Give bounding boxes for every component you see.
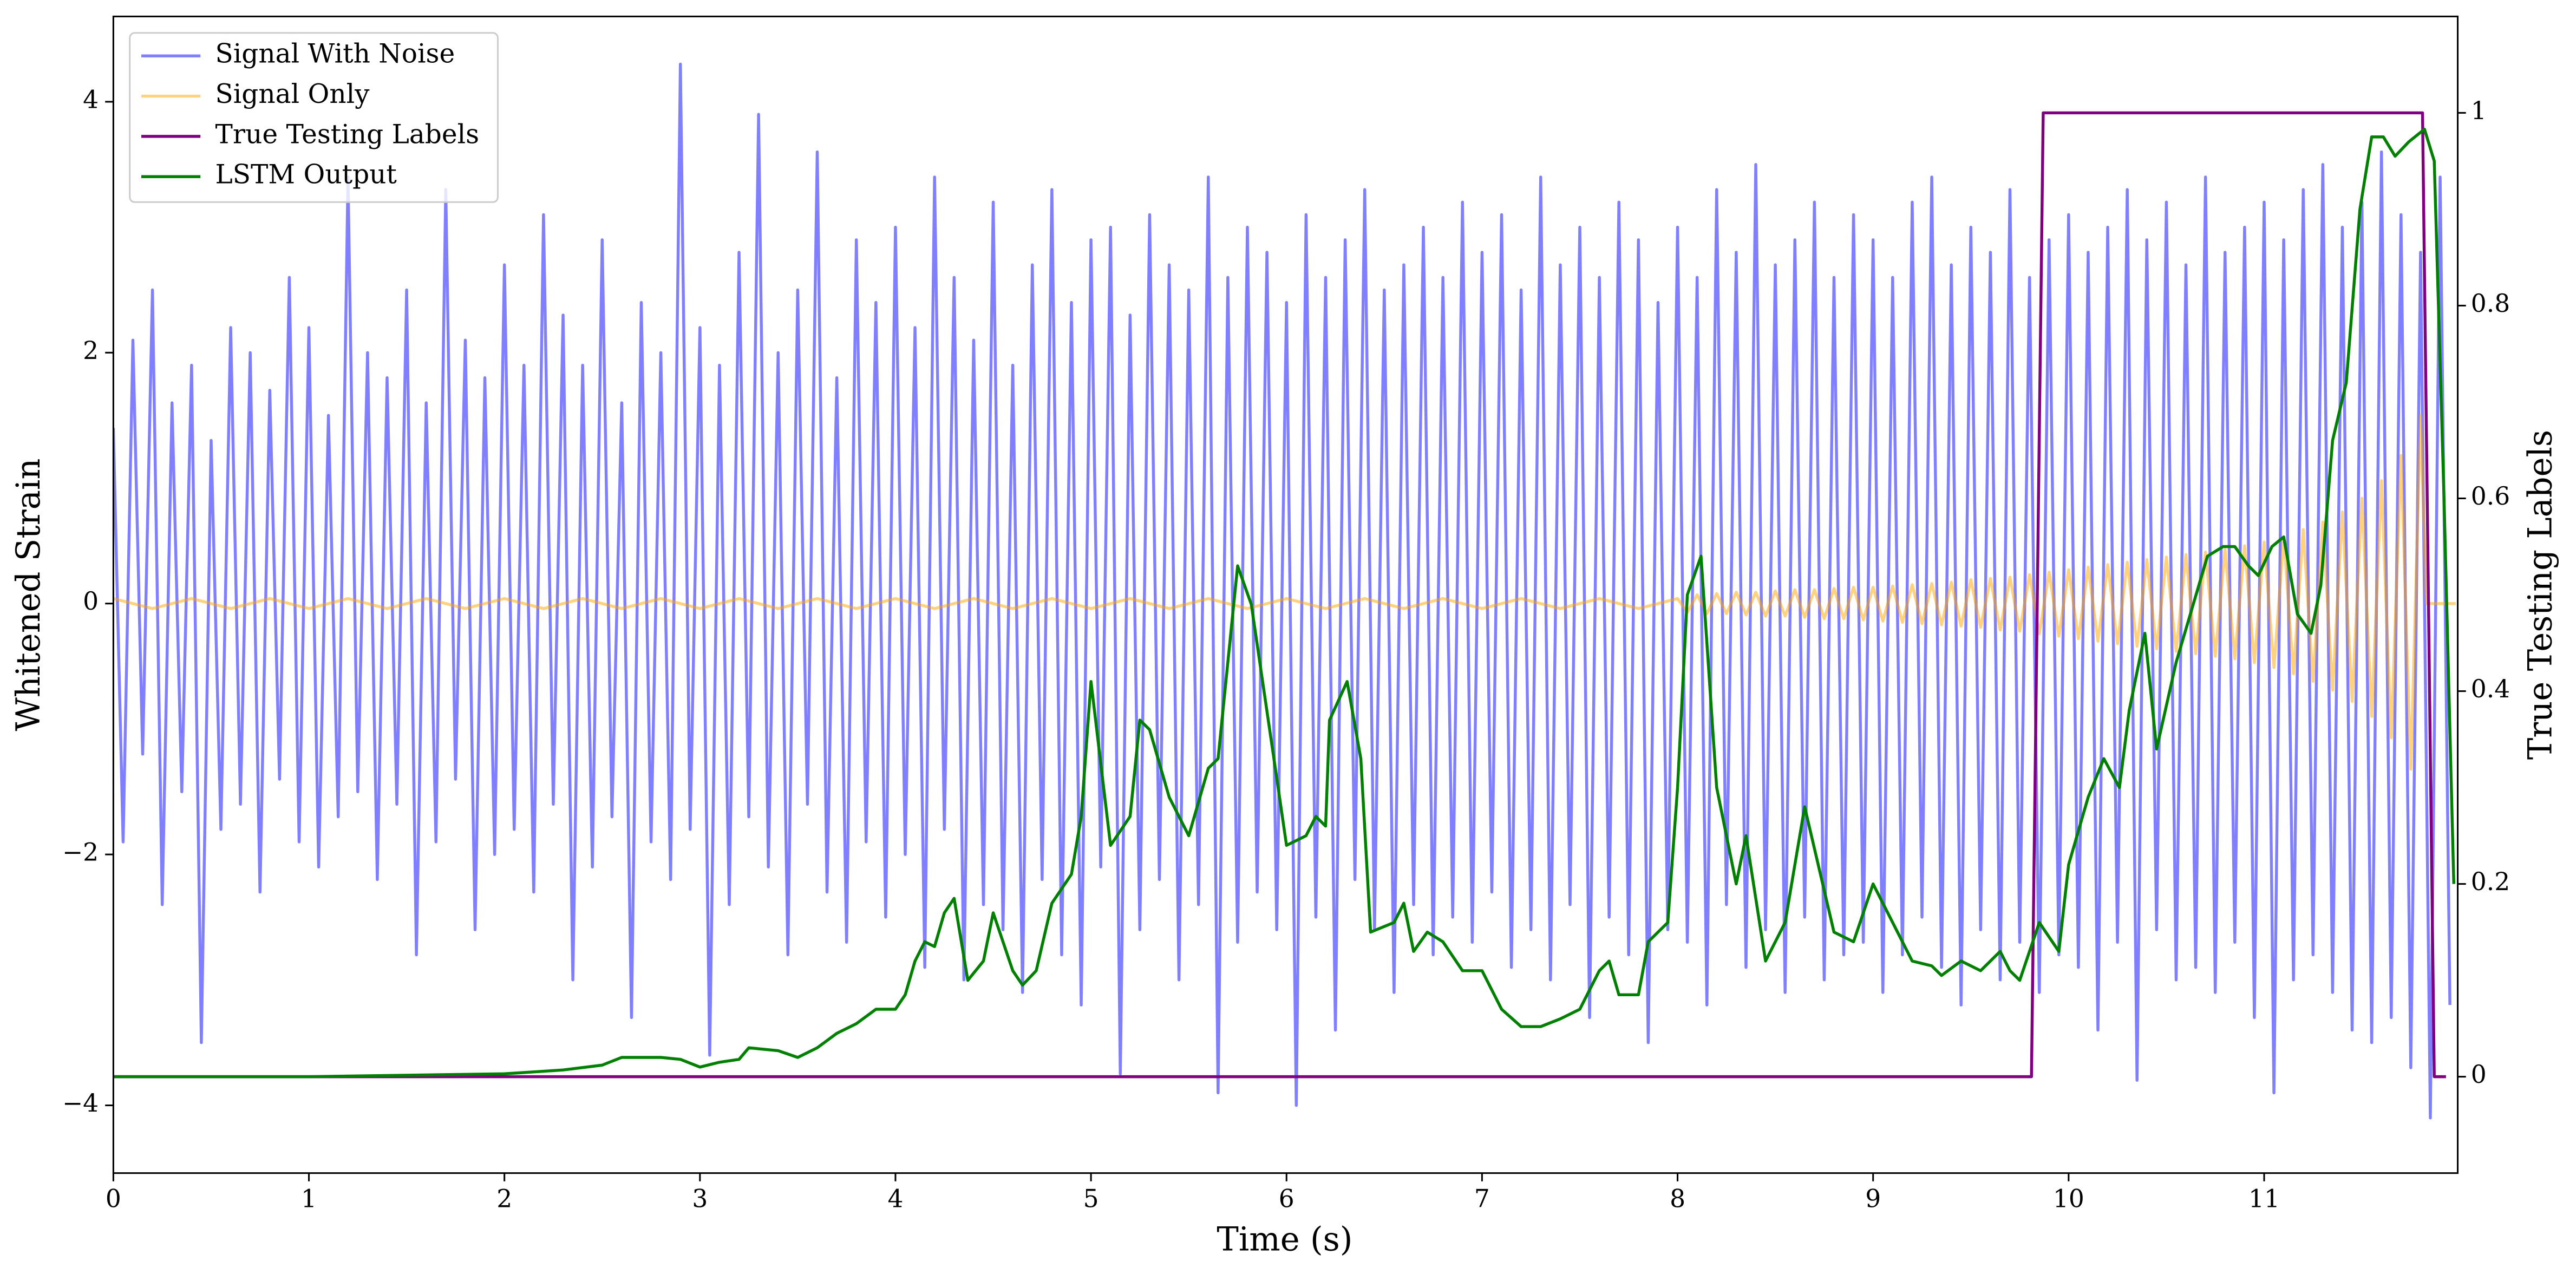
x-tick-label: 4	[887, 1185, 903, 1213]
x-axis-label: Time (s)	[1217, 1220, 1352, 1258]
series-line	[113, 127, 2456, 1079]
legend-label: LSTM Output	[215, 160, 397, 190]
legend-box	[129, 32, 499, 203]
y-tick-label: −4	[62, 1089, 99, 1118]
legend-label: True Testing Labels	[215, 119, 480, 149]
legend-label: Signal Only	[215, 79, 370, 109]
x-tick-label: 0	[106, 1185, 121, 1213]
y2-tick-label: 0	[2471, 1060, 2487, 1089]
plot-area	[113, 62, 2456, 1120]
x-tick-label: 9	[1865, 1185, 1881, 1213]
y2-axis-label: True Testing Labels	[2521, 430, 2559, 760]
x-tick-label: 1	[301, 1185, 317, 1213]
legend-label: Signal With Noise	[215, 39, 455, 69]
y-tick-label: 0	[83, 587, 99, 616]
y2-tick-label: 0.6	[2471, 482, 2510, 511]
axes-frame	[112, 15, 2459, 1174]
y2-tick-label: 0.2	[2471, 867, 2510, 896]
y2-tick-label: 0.8	[2471, 289, 2510, 318]
series-line	[113, 414, 2456, 771]
x-tick-label: 8	[1670, 1185, 1685, 1213]
y-tick-label: −2	[62, 838, 99, 867]
x-tick-label: 6	[1279, 1185, 1294, 1213]
x-tick-label: 10	[2053, 1185, 2084, 1213]
y-tick-label: 2	[83, 336, 99, 365]
x-tick-label: 11	[2248, 1185, 2280, 1213]
x-tick-label: 2	[496, 1185, 512, 1213]
x-tick-label: 5	[1083, 1185, 1099, 1213]
y-tick-label: 4	[83, 85, 99, 114]
legend: Signal With Noise Signal Only True Testing…	[129, 32, 499, 203]
y2-tick-label: 1	[2471, 96, 2487, 125]
x-tick-label: 3	[692, 1185, 708, 1213]
y2-tick-label: 0.4	[2471, 675, 2510, 703]
series-line	[113, 111, 2446, 1079]
series-line	[113, 62, 2451, 1120]
y-axis-label: Whitened Strain	[10, 459, 48, 731]
x-tick-label: 7	[1474, 1185, 1490, 1213]
